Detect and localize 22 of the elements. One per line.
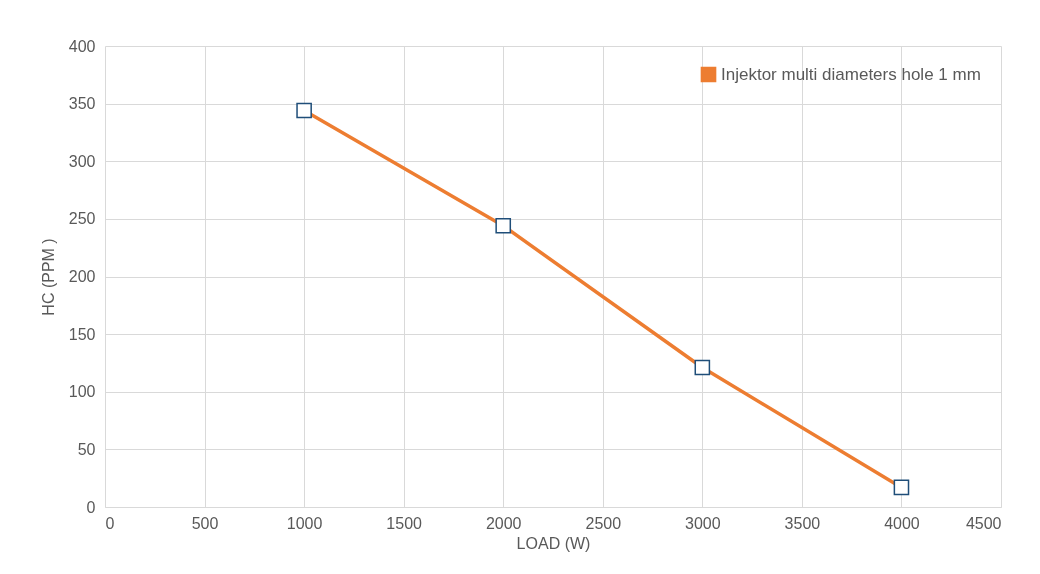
- y-tick-label: 400: [68, 37, 96, 55]
- y-tick-label: 0: [86, 498, 96, 516]
- x-tick-label: 4500: [965, 514, 1002, 532]
- x-tick-label: 3000: [685, 514, 721, 532]
- y-tick-label: 150: [68, 325, 96, 343]
- x-tick-label: 2000: [485, 514, 522, 532]
- y-tick-label: 300: [68, 152, 96, 170]
- x-tick-label: 3500: [784, 514, 821, 532]
- x-tick-label: 1000: [286, 514, 323, 532]
- x-axis-title: LOAD (W): [516, 534, 591, 552]
- x-tick-label: 1500: [386, 514, 423, 532]
- y-tick-label: 200: [68, 268, 96, 285]
- y-tick-label: 50: [77, 440, 96, 458]
- y-tick-label: 100: [68, 383, 96, 401]
- x-tick-label: 0: [105, 514, 115, 532]
- x-tick-label: 2500: [585, 514, 622, 532]
- y-tick-label: 250: [68, 210, 96, 228]
- legend-label: Injektor multi diameters hole 1 mm: [721, 64, 981, 84]
- x-tick-label: 500: [191, 514, 219, 532]
- y-tick-label: 350: [68, 95, 96, 113]
- x-tick-label: 4000: [884, 514, 920, 532]
- y-axis-title: HC (PPM ): [39, 238, 57, 316]
